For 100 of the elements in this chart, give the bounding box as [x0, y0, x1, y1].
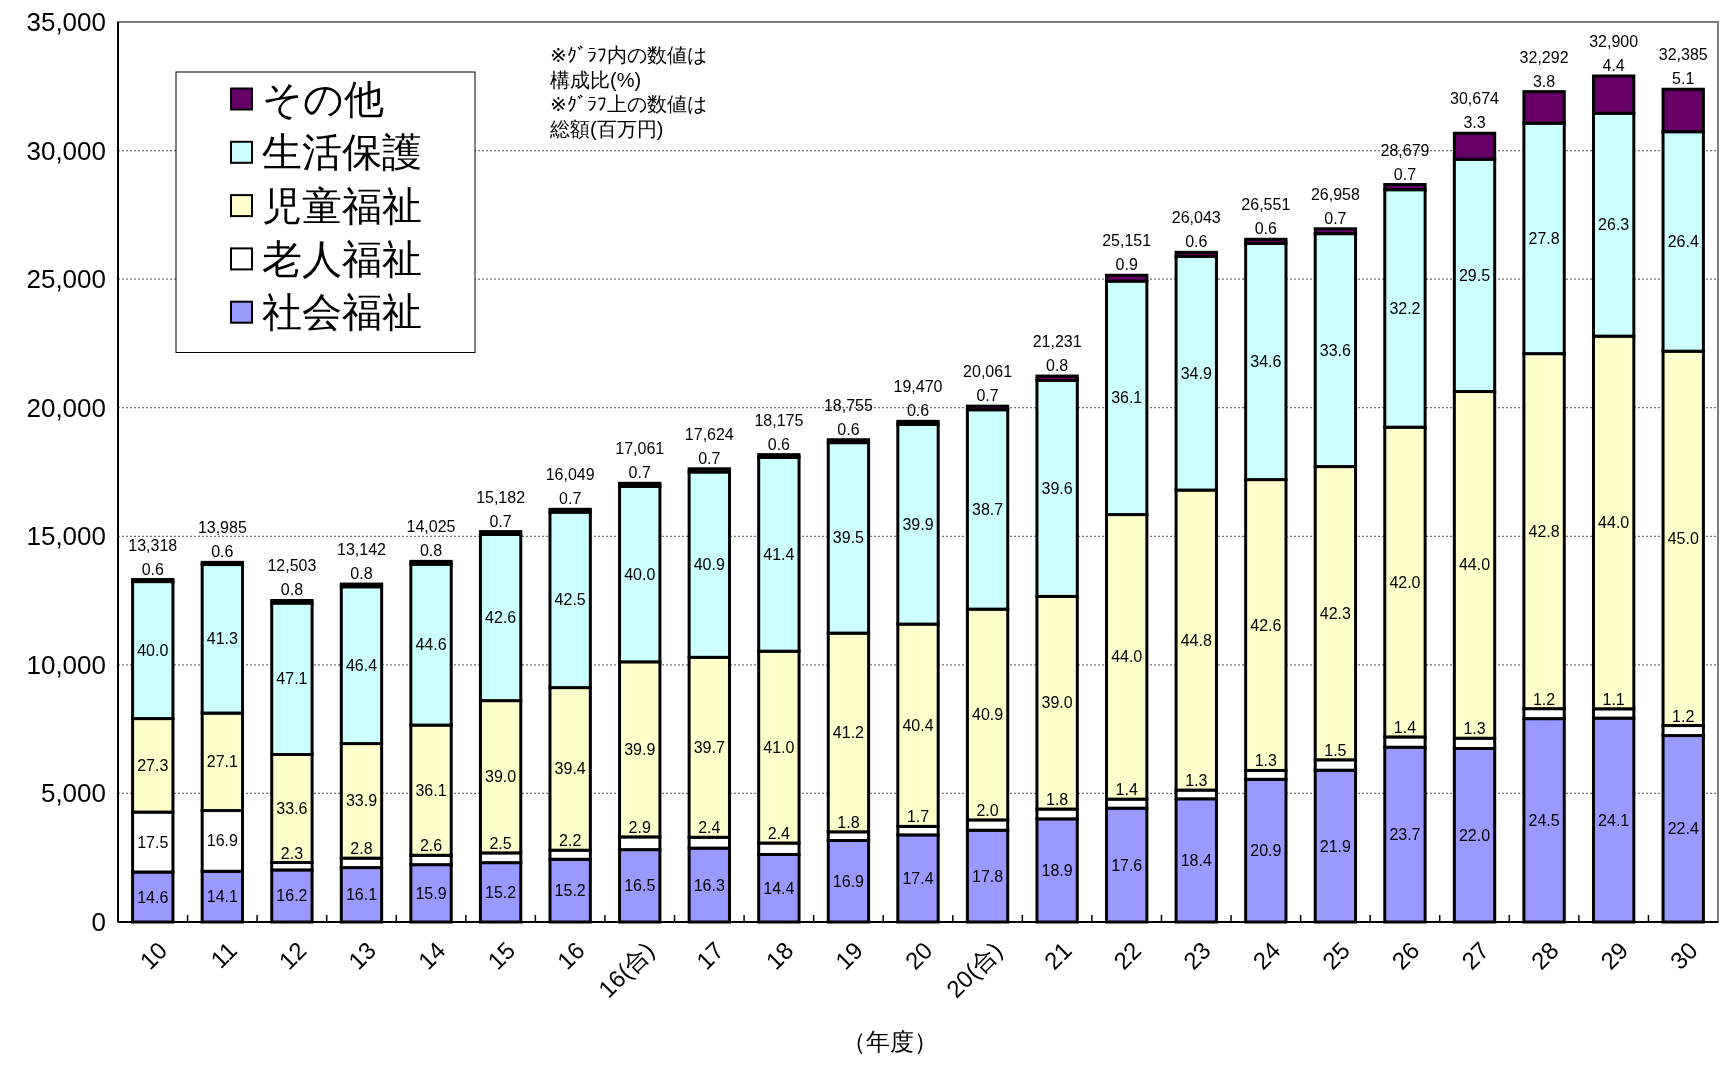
x-tick-label: 18 [760, 936, 799, 975]
data-label: 0.7 [628, 464, 651, 482]
data-label: 21.9 [1319, 837, 1351, 855]
legend-label: 児童福祉 [262, 183, 422, 228]
data-label: 47.1 [276, 670, 308, 688]
x-tick-label: 20(合) [940, 936, 1008, 1003]
data-label: 3.3 [1463, 114, 1486, 132]
data-label: 33.6 [1319, 341, 1351, 359]
data-label: 5.1 [1672, 70, 1695, 88]
legend-label: 社会福祉 [262, 290, 422, 335]
data-label: 39.9 [624, 740, 656, 758]
data-label: 41.3 [206, 630, 238, 648]
data-label: 18.9 [1041, 861, 1073, 879]
total-label: 12,503 [267, 557, 317, 575]
total-label: 32,292 [1519, 48, 1569, 66]
total-label: 17,061 [615, 440, 665, 458]
data-label: 1.1 [1602, 690, 1625, 708]
x-label: （年度） [842, 1028, 938, 1055]
data-label: 16.2 [276, 887, 308, 905]
data-label: 40.9 [972, 706, 1004, 723]
data-label: 0.9 [1115, 256, 1138, 274]
data-label: 39.9 [902, 515, 934, 533]
data-label: 4.4 [1602, 57, 1625, 74]
x-tick-label: 26 [1386, 936, 1425, 975]
data-label: 1.2 [1532, 690, 1556, 708]
x-tick-label: 30 [1664, 936, 1703, 975]
total-label: 25,151 [1102, 232, 1152, 250]
legend-label: 生活保護 [262, 130, 422, 175]
total-label: 19,470 [893, 378, 943, 396]
data-label: 14.1 [206, 888, 238, 906]
data-label: 0.6 [906, 402, 930, 420]
total-label: 14,025 [406, 518, 456, 536]
data-label: 46.4 [345, 656, 378, 674]
data-label: 0.8 [1046, 357, 1069, 375]
data-label: 42.8 [1528, 522, 1560, 540]
data-label: 22.4 [1667, 820, 1699, 838]
data-label: 38.7 [972, 500, 1004, 518]
data-label: 0.8 [419, 542, 443, 560]
total-label: 28,679 [1380, 141, 1430, 159]
data-label: 17.5 [137, 833, 169, 851]
data-label: 41.4 [763, 545, 795, 563]
data-label: 40.9 [693, 556, 725, 574]
data-label: 2.9 [628, 818, 651, 836]
total-label: 18,175 [754, 411, 804, 429]
data-label: 0.7 [489, 512, 512, 530]
data-label: 16.9 [832, 872, 864, 890]
data-label: 27.8 [1528, 229, 1560, 247]
total-label: 20,061 [963, 363, 1013, 381]
data-label: 39.6 [1041, 479, 1073, 497]
x-tick-label: 13 [343, 936, 381, 975]
data-label: 2.4 [698, 819, 721, 837]
data-label: 42.5 [554, 591, 586, 609]
data-label: 15.2 [485, 883, 517, 901]
x-tick-label: 17 [690, 936, 729, 975]
data-label: 39.7 [693, 738, 725, 756]
data-label: 0.6 [767, 435, 790, 453]
x-tick-label: 19 [830, 936, 868, 975]
data-label: 17.6 [1111, 856, 1143, 874]
y-tick-label: 15,000 [26, 521, 106, 552]
x-tick-label: 21 [1038, 936, 1077, 975]
data-label: 44.8 [1180, 631, 1212, 649]
data-label: 40.4 [902, 716, 934, 734]
legend-label: 老人福祉 [262, 236, 422, 281]
data-label: 0.7 [976, 387, 999, 405]
x-tick-label: 22 [1108, 936, 1147, 975]
data-label: 33.6 [276, 800, 308, 817]
data-label: 44.0 [1111, 648, 1143, 666]
x-tick-label: 23 [1177, 936, 1216, 975]
data-label: 3.8 [1532, 72, 1556, 90]
x-tick-label: 12 [273, 936, 312, 975]
data-label: 1.8 [837, 813, 860, 831]
y-tick-label: 5,000 [40, 778, 106, 809]
data-label: 2.5 [489, 834, 512, 852]
data-label: 32.2 [1389, 299, 1421, 317]
data-label: 15.9 [415, 884, 447, 902]
total-label: 15,182 [476, 488, 526, 506]
data-label: 2.2 [559, 832, 582, 850]
total-label: 32,900 [1589, 33, 1639, 50]
data-label: 42.6 [1250, 616, 1282, 634]
data-label: 34.9 [1180, 364, 1212, 382]
data-label: 44.0 [1598, 514, 1630, 531]
data-label: 24.1 [1598, 811, 1630, 829]
data-label: 0.6 [211, 543, 234, 561]
total-label: 26,958 [1310, 185, 1360, 203]
data-label: 14.4 [763, 879, 795, 897]
data-label: 27.3 [137, 756, 169, 774]
data-label: 1.3 [1254, 752, 1277, 770]
total-label: 17,624 [684, 425, 734, 443]
annotation: ※ｸﾞﾗﾌ上の数値は総額(百万円) [550, 93, 707, 140]
data-label: 33.9 [345, 792, 378, 810]
data-label: 1.8 [1046, 791, 1069, 809]
data-label: 2.6 [419, 837, 443, 855]
data-label: 0.7 [559, 490, 582, 508]
data-label: 0.7 [1393, 165, 1417, 183]
data-label: 44.6 [415, 636, 447, 654]
data-label: 2.0 [976, 801, 999, 819]
data-label: 26.3 [1598, 216, 1630, 234]
data-label: 45.0 [1667, 529, 1699, 547]
data-label: 1.4 [1115, 781, 1138, 799]
data-label: 1.4 [1393, 718, 1417, 736]
